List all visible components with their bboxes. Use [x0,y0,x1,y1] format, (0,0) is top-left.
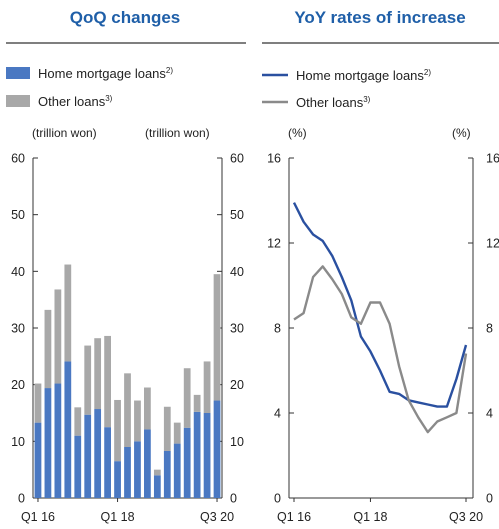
bar-other-Q4-17 [104,335,111,428]
bar-home-Q1-17 [74,435,82,498]
qoq-ytick-label-left: 60 [11,152,25,166]
bar-other-Q1-19 [153,469,161,476]
bar-home-Q3-19 [173,443,181,498]
bar-other-Q1-20 [193,394,201,412]
bar-home-Q3-20 [213,400,221,498]
yoy-title: YoY rates of increase [294,8,465,27]
yoy-ytick-label-right: 0 [486,492,493,506]
qoq-ytick-label-right: 20 [230,378,244,392]
yoy-ytick-label-right: 4 [486,407,493,421]
bar-other-Q4-16 [64,264,72,362]
bar-other-Q2-17 [84,345,92,415]
legend-label-home: Home mortgage loans2) [38,66,173,81]
yoy-ytick-label-left: 12 [267,237,281,251]
bar-home-Q4-16 [64,361,72,498]
bar-home-Q2-19 [163,450,171,498]
qoq-unit-right: (trillion won) [145,126,210,140]
legend-swatch-home [6,67,30,79]
yoy-ytick-label-left: 0 [274,492,281,506]
qoq-xtick-label: Q1 16 [21,510,55,524]
bar-home-Q1-16 [34,422,42,498]
bar-home-Q3-16 [54,383,62,498]
bar-other-Q2-20 [203,361,211,413]
qoq-xtick-label: Q1 18 [101,510,135,524]
yoy-unit-left: (%) [288,126,307,140]
bar-home-Q2-18 [124,447,131,498]
bar-home-Q1-20 [193,411,201,498]
qoq-ytick-label-right: 50 [230,208,244,222]
qoq-ytick-label-left: 20 [11,378,25,392]
qoq-ytick-label-right: 10 [230,435,244,449]
bar-other-Q2-19 [163,406,171,451]
bar-other-Q3-18 [134,400,141,442]
legend-label-other: Other loans3) [38,94,113,109]
bar-home-Q1-18 [114,461,121,498]
yoy-xtick-label: Q1 18 [353,510,387,524]
qoq-ytick-label-right: 30 [230,322,244,336]
bar-home-Q2-16 [44,388,52,498]
bar-home-Q4-19 [183,427,191,498]
bar-home-Q2-20 [203,413,211,498]
bar-home-Q3-17 [94,409,102,498]
qoq-ytick-label-left: 0 [18,492,25,506]
yoy-ytick-label-left: 4 [274,407,281,421]
bar-home-Q2-17 [84,414,92,498]
yoy-ytick-label-left: 8 [274,322,281,336]
bar-home-Q4-17 [104,427,111,498]
qoq-ytick-label-right: 40 [230,265,244,279]
qoq-ytick-label-left: 50 [11,208,25,222]
bar-other-Q3-20 [213,274,221,401]
bar-other-Q2-18 [124,373,131,447]
yoy-ytick-label-left: 16 [267,152,281,166]
yoy-ytick-label-right: 12 [486,237,499,251]
bar-other-Q1-16 [34,383,42,423]
bar-other-Q1-18 [114,399,121,462]
yoy-unit-right: (%) [452,126,471,140]
bar-home-Q4-18 [144,429,151,498]
qoq-ytick-label-left: 30 [11,322,25,336]
yoy-ytick-label-right: 16 [486,152,499,166]
yoy-ytick-label-right: 8 [486,322,493,336]
qoq-unit-left: (trillion won) [32,126,97,140]
legend-label-home-yoy: Home mortgage loans2) [296,68,431,83]
bar-home-Q3-18 [134,441,141,498]
legend-swatch-other [6,95,30,107]
yoy-xtick-label: Q3 20 [449,510,483,524]
yoy-xtick-label: Q1 16 [277,510,311,524]
qoq-ytick-label-left: 40 [11,265,25,279]
qoq-bar-chart: 0 0 10 10 20 20 30 30 40 40 50 50 60 60 Q1 16 Q1 18 Q3 2… [11,152,244,525]
bar-other-Q4-18 [144,387,151,430]
qoq-ytick-label-right: 0 [230,492,237,506]
bar-other-Q4-19 [183,368,191,428]
yoy-line-home [292,202,468,408]
yoy-line-chart: 0 0 4 4 8 8 12 12 16 16 Q1 16 Q1 18 Q3 20 [267,152,499,525]
qoq-title: QoQ changes [70,8,181,27]
qoq-ytick-label-left: 10 [11,435,25,449]
qoq-ytick-label-right: 60 [230,152,244,166]
bar-other-Q3-16 [54,289,62,384]
bar-other-Q3-19 [173,422,181,444]
bar-other-Q3-17 [94,338,102,410]
yoy-line-other [293,265,468,434]
bar-other-Q1-17 [74,407,82,436]
legend-label-other-yoy: Other loans3) [296,95,371,110]
bar-home-Q1-19 [153,475,161,498]
qoq-xtick-label: Q3 20 [200,510,234,524]
bar-other-Q2-16 [44,309,52,389]
